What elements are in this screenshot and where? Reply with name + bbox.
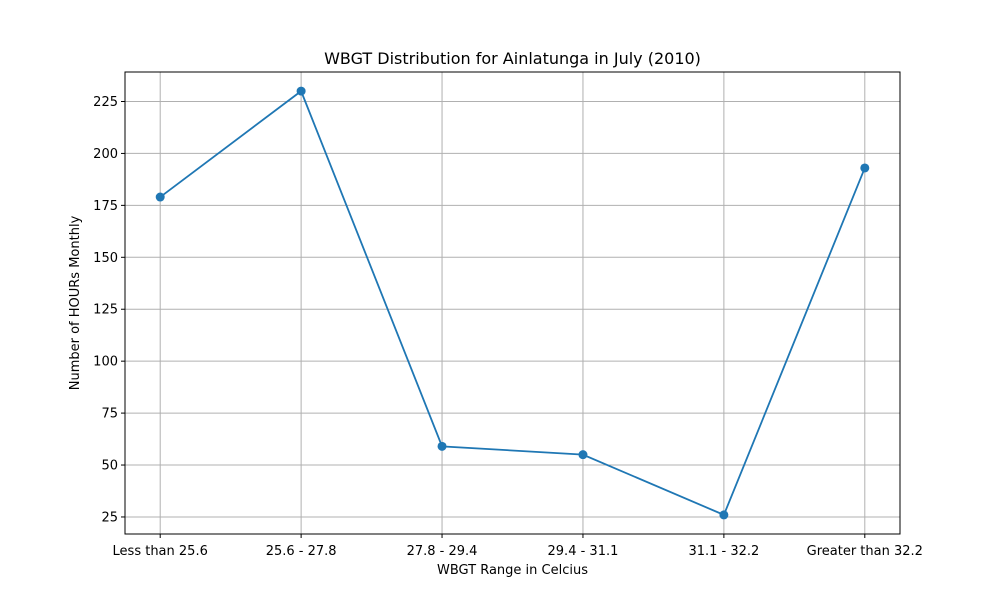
x-tick-label: 31.1 - 32.2 [688, 544, 759, 559]
data-point [719, 510, 729, 520]
x-axis: Less than 25.6 25.6 - 27.8 27.8 - 29.4 29.4… [113, 534, 923, 559]
chart-title: WBGT Distribution for Ainlatunga in July… [324, 49, 701, 68]
x-tick-label: 25.6 - 27.8 [266, 544, 337, 559]
y-tick-label: 200 [93, 147, 118, 162]
y-tick-label: 150 [93, 251, 118, 266]
x-axis-title: WBGT Range in Celcius [437, 563, 588, 578]
y-tick-label: 75 [101, 407, 118, 422]
y-axis: 25 50 75 100 125 150 175 200 225 [93, 95, 125, 525]
grid-lines [125, 72, 900, 534]
x-tick-label: 27.8 - 29.4 [407, 544, 478, 559]
x-tick-label: 29.4 - 31.1 [548, 544, 619, 559]
data-point [296, 86, 306, 96]
data-point [155, 192, 165, 202]
y-tick-label: 100 [93, 355, 118, 370]
series-line [159, 89, 866, 517]
data-point [437, 441, 447, 451]
x-tick-label: Greater than 32.2 [807, 544, 923, 559]
series-layer [155, 86, 870, 520]
y-tick-label: 50 [101, 459, 118, 474]
data-point [860, 163, 870, 173]
plot-frame [124, 71, 901, 535]
y-axis-title: Number of HOURs Monthly [68, 215, 83, 390]
y-tick-label: 225 [93, 95, 118, 110]
x-tick-label: Less than 25.6 [113, 544, 208, 559]
y-tick-label: 125 [93, 303, 118, 318]
y-tick-label: 25 [101, 510, 118, 525]
data-point [578, 450, 588, 460]
y-tick-label: 175 [93, 199, 118, 214]
